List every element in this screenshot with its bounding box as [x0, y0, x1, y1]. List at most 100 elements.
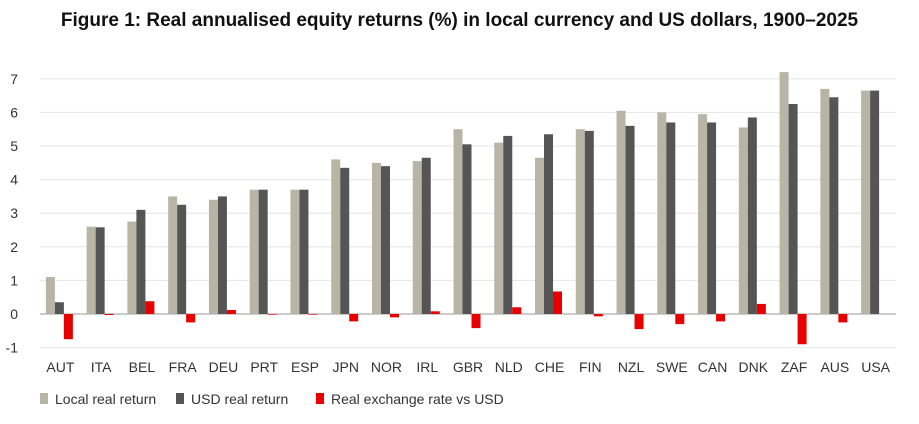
bar-irl-real-exchange-rate-vs-usd — [430, 311, 440, 314]
bar-aut-local-real-return — [45, 277, 55, 314]
y-tick-label: 3 — [10, 205, 18, 221]
bar-nld-local-real-return — [494, 142, 504, 314]
legend-label: Real exchange rate vs USD — [331, 391, 504, 407]
bar-dnk-real-exchange-rate-vs-usd — [756, 303, 766, 314]
bar-deu-usd-real-return — [217, 196, 227, 314]
x-tick-label: AUT — [46, 359, 74, 375]
bar-esp-local-real-return — [290, 189, 300, 314]
bar-che-local-real-return — [535, 157, 545, 314]
bar-can-local-real-return — [698, 114, 708, 314]
chart-title: Figure 1: Real annualised equity returns… — [60, 10, 859, 31]
bar-prt-real-exchange-rate-vs-usd — [267, 314, 277, 315]
bar-swe-real-exchange-rate-vs-usd — [675, 314, 685, 325]
x-tick-label: CHE — [535, 359, 565, 375]
x-tick-label: ITA — [91, 359, 112, 375]
bar-prt-usd-real-return — [258, 189, 268, 314]
bar-fra-real-exchange-rate-vs-usd — [186, 314, 196, 323]
bar-usa-local-real-return — [861, 90, 871, 314]
x-tick-label: NLD — [495, 359, 523, 375]
bar-zaf-usd-real-return — [788, 104, 798, 314]
bar-aus-real-exchange-rate-vs-usd — [838, 314, 848, 323]
bar-aus-usd-real-return — [829, 97, 839, 314]
y-tick-label: 4 — [10, 172, 18, 188]
bar-deu-real-exchange-rate-vs-usd — [226, 309, 236, 314]
x-tick-label: IRL — [416, 359, 438, 375]
bar-bel-usd-real-return — [136, 209, 146, 314]
x-tick-label: NZL — [618, 359, 645, 375]
x-tick-label: AUS — [820, 359, 849, 375]
y-tick-label: -1 — [6, 340, 19, 356]
x-tick-label: DNK — [739, 359, 769, 375]
bar-dnk-usd-real-return — [747, 117, 757, 314]
bar-nor-real-exchange-rate-vs-usd — [389, 314, 399, 318]
bar-che-usd-real-return — [544, 134, 554, 314]
bar-can-real-exchange-rate-vs-usd — [716, 314, 726, 322]
x-tick-label: FIN — [579, 359, 602, 375]
y-tick-label: 5 — [10, 138, 18, 154]
y-tick-label: 2 — [10, 239, 18, 255]
bar-can-usd-real-return — [707, 122, 717, 314]
bar-dnk-local-real-return — [738, 127, 748, 315]
y-tick-label: 1 — [10, 272, 18, 288]
x-tick-label: CAN — [698, 359, 728, 375]
bar-gbr-usd-real-return — [462, 144, 472, 314]
legend-swatch — [176, 393, 184, 404]
bar-nzl-local-real-return — [616, 110, 626, 314]
x-tick-label: ESP — [291, 359, 319, 375]
bar-swe-local-real-return — [657, 112, 667, 315]
legend-swatch — [40, 393, 48, 404]
x-tick-label: JPN — [332, 359, 358, 375]
bar-fin-real-exchange-rate-vs-usd — [593, 314, 603, 317]
bar-bel-local-real-return — [127, 221, 137, 314]
bar-jpn-usd-real-return — [340, 167, 350, 314]
y-tick-label: 7 — [10, 71, 18, 87]
x-tick-label: SWE — [656, 359, 688, 375]
x-tick-label: GBR — [453, 359, 483, 375]
bar-usa-usd-real-return — [870, 90, 880, 314]
x-tick-label: FRA — [169, 359, 198, 375]
legend-label: USD real return — [191, 391, 288, 407]
bar-esp-real-exchange-rate-vs-usd — [308, 314, 318, 315]
bar-nzl-real-exchange-rate-vs-usd — [634, 314, 644, 330]
bar-nzl-usd-real-return — [625, 125, 635, 314]
bar-che-real-exchange-rate-vs-usd — [553, 291, 563, 314]
bar-irl-usd-real-return — [421, 157, 431, 314]
x-tick-label: BEL — [129, 359, 156, 375]
bar-bel-real-exchange-rate-vs-usd — [145, 301, 155, 314]
bar-nld-real-exchange-rate-vs-usd — [512, 307, 522, 314]
bar-fin-local-real-return — [575, 129, 585, 314]
legend-label: Local real return — [55, 391, 156, 407]
legend-swatch — [316, 393, 324, 404]
x-tick-label: PRT — [250, 359, 278, 375]
y-tick-label: 0 — [10, 306, 18, 322]
bar-fin-usd-real-return — [584, 130, 594, 314]
bar-zaf-local-real-return — [779, 72, 789, 314]
bar-gbr-real-exchange-rate-vs-usd — [471, 314, 481, 329]
bar-esp-usd-real-return — [299, 189, 309, 314]
bar-nor-local-real-return — [371, 162, 381, 314]
bar-prt-local-real-return — [249, 189, 259, 314]
x-tick-label: USA — [861, 359, 890, 375]
bar-ita-real-exchange-rate-vs-usd — [104, 314, 114, 316]
bar-nor-usd-real-return — [380, 166, 390, 314]
bar-jpn-real-exchange-rate-vs-usd — [349, 314, 359, 322]
bar-gbr-local-real-return — [453, 129, 463, 314]
bar-nld-usd-real-return — [503, 135, 513, 314]
bar-zaf-real-exchange-rate-vs-usd — [797, 314, 807, 345]
bar-aus-local-real-return — [820, 88, 830, 314]
x-tick-label: DEU — [209, 359, 239, 375]
bar-jpn-local-real-return — [331, 159, 341, 314]
bar-irl-local-real-return — [412, 161, 422, 314]
x-tick-label: NOR — [371, 359, 402, 375]
bar-fra-usd-real-return — [177, 204, 187, 314]
bar-aut-real-exchange-rate-vs-usd — [63, 314, 73, 340]
bar-swe-usd-real-return — [666, 122, 676, 314]
bar-ita-local-real-return — [86, 226, 96, 314]
x-tick-label: ZAF — [781, 359, 807, 375]
bar-aut-usd-real-return — [54, 302, 64, 314]
bar-deu-local-real-return — [208, 199, 218, 314]
y-tick-label: 6 — [10, 104, 18, 120]
bar-fra-local-real-return — [168, 196, 178, 314]
bar-ita-usd-real-return — [95, 227, 105, 314]
